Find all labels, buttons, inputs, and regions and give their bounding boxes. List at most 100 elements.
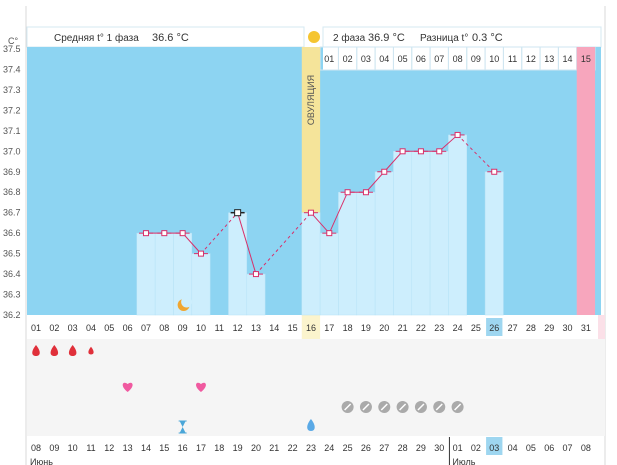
phase2-day-label: 06 [416, 54, 426, 64]
date-label: 23 [306, 443, 316, 453]
phase2-day-label: 14 [563, 54, 573, 64]
temperature-point [326, 230, 333, 237]
date-label: 29 [416, 443, 426, 453]
temperature-bar [246, 273, 266, 316]
y-tick-label: 37.5 [3, 44, 21, 54]
temperature-bar [228, 212, 248, 316]
cycle-day-label: 03 [68, 323, 78, 333]
temperature-point [307, 209, 314, 216]
date-label: 13 [123, 443, 133, 453]
temperature-point [491, 168, 498, 175]
cycle-day-label: 24 [453, 323, 463, 333]
blood-drop-icon [32, 345, 40, 356]
today-cell-highlight [486, 318, 503, 336]
hourglass-icon [179, 421, 186, 433]
date-label: 10 [68, 443, 78, 453]
temperature-bar [448, 134, 468, 316]
date-label: 27 [379, 443, 389, 453]
phase2-day-label: 11 [508, 54, 517, 64]
y-tick-label: 36.8 [3, 187, 21, 197]
temperature-bar [154, 232, 174, 316]
phase2-day-label: 09 [471, 54, 481, 64]
date-label: 08 [581, 443, 591, 453]
cycle-day-label: 07 [141, 323, 151, 333]
temperature-line [145, 232, 202, 254]
temperature-point [252, 271, 259, 278]
today-date-highlight [486, 437, 503, 455]
cycle-day-label: 15 [288, 323, 298, 333]
heart-icon [196, 382, 206, 392]
phase2-day-strip [323, 47, 581, 70]
date-label: 09 [49, 443, 59, 453]
phase2-day-label: 03 [361, 54, 371, 64]
ovulation-column-lower [301, 315, 321, 339]
date-label: 25 [343, 443, 353, 453]
temperature-point [417, 148, 424, 155]
markers-area [27, 339, 605, 436]
pill-icon-line [362, 403, 370, 411]
month-label-left: Июнь [30, 457, 53, 465]
cycle-day-label: 29 [544, 323, 554, 333]
temperature-bar [429, 151, 449, 316]
phase2-value: 36.9 °C [368, 32, 405, 44]
phase2-day-label: 02 [343, 54, 353, 64]
cycle-day-label: 13 [251, 323, 261, 333]
diff-value: 0.3 °C [472, 32, 503, 44]
cycle-day-label: 12 [233, 323, 243, 333]
pill-icon-line [417, 403, 425, 411]
phase1-value: 36.6 °C [152, 32, 189, 44]
y-tick-label: 37.2 [3, 105, 21, 115]
date-label: 01 [453, 443, 463, 453]
temperature-point [362, 189, 369, 196]
date-label: 06 [544, 443, 554, 453]
temperature-bar [301, 212, 321, 316]
cycle-day-label: 14 [269, 323, 279, 333]
cycle-day-label: 25 [471, 323, 481, 333]
cycle-day-label: 08 [159, 323, 169, 333]
date-label: 07 [563, 443, 573, 453]
temperature-bar [484, 171, 504, 316]
temperature-bar [356, 191, 376, 316]
cycle-day-label: 18 [343, 323, 353, 333]
date-label-today: 03 [489, 443, 499, 453]
cycle-day-label: 02 [49, 323, 59, 333]
moon-icon-mask [181, 296, 193, 308]
temperature-line [255, 212, 312, 275]
phase1-label: Средняя t° 1 фаза [54, 32, 139, 44]
pill-icon-line [399, 403, 407, 411]
cycle-day-label-today: 26 [489, 323, 499, 333]
temperature-point [161, 230, 168, 237]
temperature-point [179, 230, 186, 237]
cycle-day-label: 27 [508, 323, 518, 333]
cycle-day-label: 19 [361, 323, 371, 333]
date-label: 17 [196, 443, 206, 453]
date-label: 12 [104, 443, 114, 453]
y-tick-label: 36.2 [3, 310, 21, 320]
sun-icon [308, 31, 320, 43]
cycle-day-label: 06 [123, 323, 133, 333]
temperature-point [381, 168, 388, 175]
y-tick-label: 37.1 [3, 126, 21, 136]
date-label: 26 [361, 443, 371, 453]
phase2-day-label: 05 [398, 54, 408, 64]
phase2-day-label: 13 [544, 54, 554, 64]
phase2-label: 2 фаза [333, 32, 366, 44]
y-tick-label: 36.6 [3, 228, 21, 238]
y-tick-label: 37.0 [3, 146, 21, 156]
date-label: 20 [251, 443, 261, 453]
phase2-day-label: 08 [453, 54, 463, 64]
water-drop-icon [307, 419, 315, 431]
cycle-day-label: 17 [324, 323, 334, 333]
date-label: 04 [508, 443, 518, 453]
temperature-point [436, 148, 443, 155]
temperature-point [142, 230, 149, 237]
heart-icon [122, 382, 133, 392]
phase2-day-label: 07 [434, 54, 444, 64]
cycle-day-label: 21 [398, 323, 408, 333]
date-label: 19 [233, 443, 243, 453]
pill-icon-line [454, 403, 462, 411]
date-label: 11 [86, 443, 95, 453]
phase2-day-label: 04 [379, 54, 389, 64]
temperature-bar [191, 253, 211, 316]
